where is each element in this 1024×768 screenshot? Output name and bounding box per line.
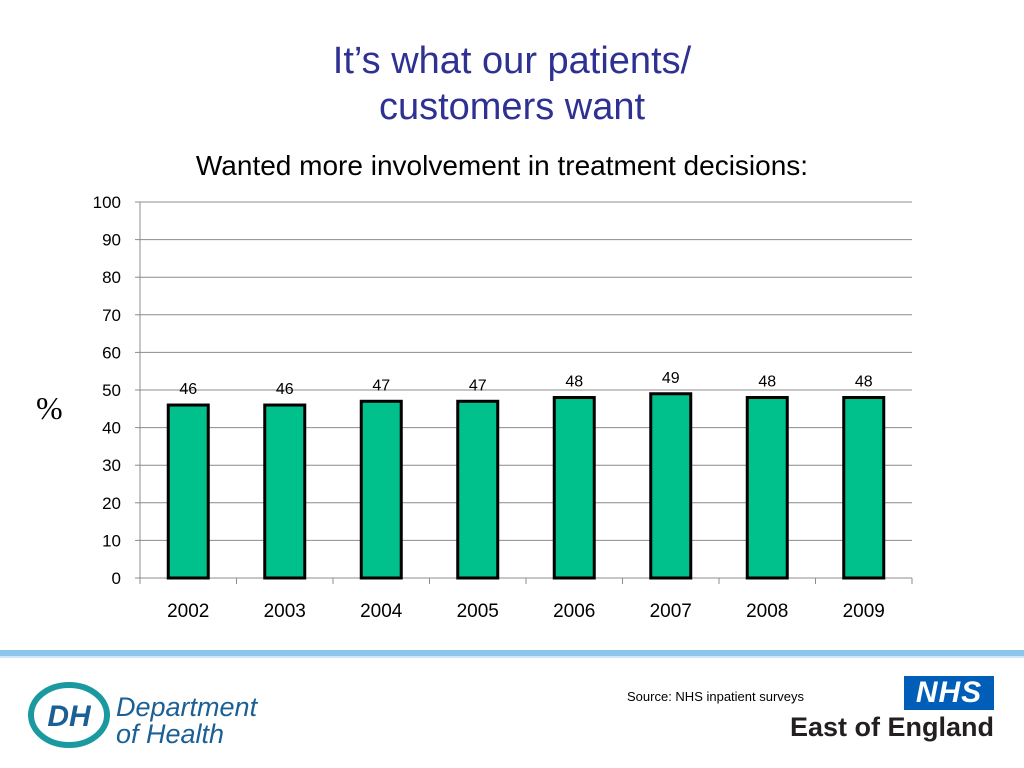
footer-band	[0, 650, 1024, 656]
data-label: 48	[758, 374, 776, 391]
footer-band-light	[0, 656, 1024, 658]
y-tick-label: 60	[102, 343, 121, 362]
bar-2008	[745, 396, 789, 580]
y-tick-label: 50	[102, 381, 121, 400]
nhs-region-name: East of England	[789, 712, 994, 742]
bar-chart: 0 10 20 30 40 50 60 70 80 90 100 46 2002 46 2003 47 2004…	[93, 193, 913, 622]
y-tick-label: 40	[102, 419, 121, 438]
department-of-health-logo: DH Department of Health	[28, 672, 268, 752]
data-label: 46	[276, 381, 294, 398]
y-tick-label: 90	[102, 231, 121, 250]
dh-emblem-icon: DH	[28, 682, 110, 748]
bar-2004	[359, 399, 403, 580]
x-tick-label: 2007	[650, 601, 692, 622]
x-tick-label: 2002	[167, 601, 209, 622]
x-tick-label: 2008	[746, 601, 788, 622]
x-tick-label: 2005	[457, 601, 499, 622]
y-tick-label: 30	[102, 456, 121, 475]
y-tick-label: 70	[102, 306, 121, 325]
y-axis-label: %	[36, 390, 63, 426]
nhs-badge: NHS	[904, 676, 994, 710]
title-line-2: customers want	[378, 86, 646, 128]
bar-2007	[649, 392, 693, 580]
bar-2003	[263, 403, 307, 580]
y-tick-label: 20	[102, 494, 121, 513]
slide-title: It’s what our patients/ customers want	[0, 38, 1024, 130]
y-tick-label: 0	[112, 569, 121, 588]
bar-2005	[456, 399, 500, 580]
bar-2006	[552, 396, 596, 580]
chart-subtitle: Wanted more involvement in treatment dec…	[195, 150, 809, 181]
dh-line-2: of Health	[116, 719, 225, 749]
title-line-1: It’s what our patients/	[332, 40, 692, 82]
y-tick-label: 100	[93, 193, 121, 212]
x-tick-label: 2003	[264, 601, 306, 622]
data-label: 48	[565, 374, 583, 391]
dh-wordmark: Department of Health	[116, 694, 257, 748]
data-label: 48	[855, 374, 873, 391]
y-tick-label: 80	[102, 268, 121, 287]
x-tick-label: 2009	[843, 601, 885, 622]
nhs-east-of-england-logo: NHS East of England	[789, 672, 1012, 752]
bar-2009	[842, 396, 886, 580]
data-label: 49	[662, 370, 680, 387]
x-tick-label: 2006	[553, 601, 595, 622]
x-tick-label: 2004	[360, 601, 403, 622]
dh-line-1: Department	[116, 692, 258, 722]
data-label: 47	[372, 377, 390, 394]
y-tick-label: 10	[102, 531, 121, 550]
dh-monogram: DH	[47, 700, 92, 733]
data-label: 46	[179, 381, 197, 398]
data-label: 47	[469, 377, 487, 394]
bar-2002	[166, 403, 210, 580]
source-note: Source: NHS inpatient surveys	[627, 689, 805, 704]
